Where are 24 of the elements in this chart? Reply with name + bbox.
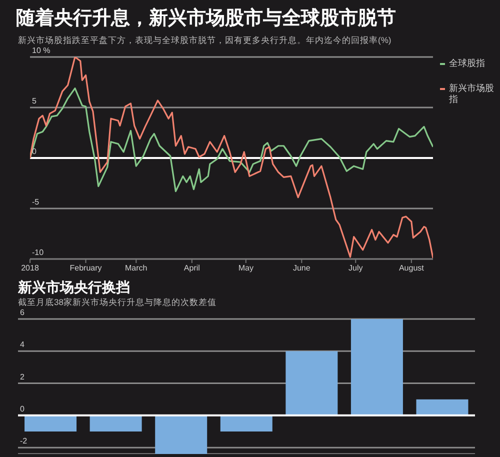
x-tick-label: April	[184, 264, 200, 273]
x-tick-label: February	[70, 264, 102, 273]
y-tick-label: 0	[20, 404, 25, 414]
chart-title: 随着央行升息，新兴市场股市与全球股市脱节	[15, 6, 397, 30]
chart-title: 新兴市场央行换挡	[17, 279, 131, 297]
y-tick-label: -5	[32, 198, 40, 206]
y-tick-label: -10	[32, 248, 44, 257]
y-tick-label: 5	[32, 96, 37, 106]
y-tick-label: 2	[20, 372, 25, 382]
legend-label: 新兴市场股指	[449, 83, 495, 105]
x-tick-label: June	[292, 264, 311, 273]
chart-subtitle: 新兴市场股指跌至平盘下方，表现与全球股市脱节，因有更多央行升息。年内迄今的回报率(%)	[17, 34, 392, 46]
x-tick-label: 2018	[21, 264, 40, 273]
y-tick-label: 4	[20, 340, 25, 350]
chart-subtitle: 截至月底38家新兴市场央行升息与降息的次数差值	[17, 297, 218, 307]
y-tick-label: 6	[20, 308, 25, 317]
x-tick-label: July	[348, 264, 363, 273]
x-tick-label: May	[238, 264, 254, 273]
y-tick-label: 10 %	[32, 46, 50, 55]
y-tick-label: 0	[32, 147, 37, 156]
y-tick-label: -2	[20, 436, 28, 446]
legend-label: 全球股指	[449, 58, 485, 69]
x-tick-label: August	[398, 264, 425, 273]
x-tick-label: March	[125, 264, 148, 273]
